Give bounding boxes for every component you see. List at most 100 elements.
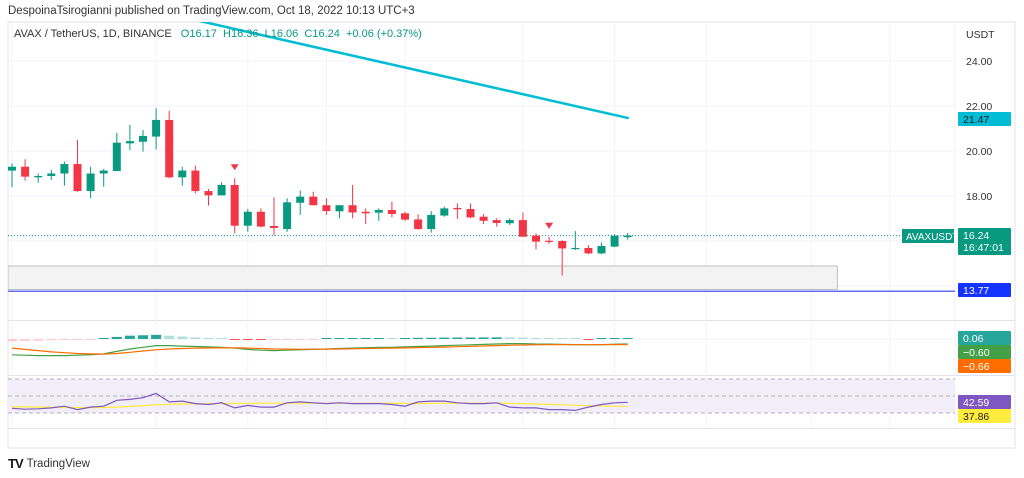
macd-histogram-bar — [413, 337, 424, 339]
macd-histogram-bar — [190, 337, 201, 339]
legend-low: L16.06 — [264, 28, 299, 40]
macd-histogram-bar — [478, 337, 489, 339]
legend-close: C16.24 — [304, 28, 340, 40]
macd-histogram-bar — [295, 339, 306, 340]
candle — [440, 206, 449, 217]
price-axis-unit: USDT — [966, 29, 995, 41]
plot-area — [8, 22, 955, 428]
macd-histogram-bar — [426, 337, 437, 339]
macd-histogram-bar — [347, 338, 358, 339]
symbol-label: AVAXUSDT — [906, 232, 958, 243]
macd-histogram-bar — [72, 339, 83, 340]
candle-body — [152, 119, 161, 137]
macd-histogram-bar — [531, 338, 541, 339]
price-axis-tick: 20.00 — [966, 146, 992, 158]
candle-body — [139, 135, 147, 142]
footer: TV TradingView — [8, 456, 90, 471]
macd-histogram-bar — [609, 338, 620, 339]
macd-histogram-bar — [400, 338, 410, 339]
candle-body — [191, 170, 200, 192]
candle-body — [440, 208, 449, 216]
macd-histogram-bar — [373, 338, 384, 339]
macd-histogram-bar — [504, 337, 515, 339]
macd-value-label: −0.60 — [958, 345, 1011, 359]
rsi-ma-label: 37.86 — [958, 409, 1011, 423]
trendline-price-label-bg — [958, 112, 1011, 126]
macd-histogram-bar — [360, 338, 371, 339]
candle-body — [532, 235, 540, 242]
candle-body — [112, 142, 121, 172]
candle — [283, 198, 292, 232]
candle-body — [322, 205, 331, 212]
candle — [139, 130, 147, 152]
macd-histogram-bar — [491, 337, 502, 339]
candle-body — [571, 247, 580, 250]
candle — [545, 236, 554, 244]
macd-histogram-bar — [557, 338, 568, 339]
rsi-line — [11, 392, 628, 412]
time-axis-label: 10 — [517, 432, 529, 444]
horizontal-line-price-label-bg — [958, 283, 1011, 297]
candle — [256, 208, 265, 228]
candle-body — [479, 216, 488, 221]
horizontal-line-price-label: 13.77 — [958, 283, 1011, 297]
trendline-price-label: 21.47 — [958, 112, 1011, 126]
macd-histogram-bar — [452, 337, 463, 339]
candle-body — [165, 119, 174, 178]
candle-body — [34, 175, 43, 178]
macd-histogram-bar — [46, 339, 57, 341]
candle-body — [414, 219, 423, 230]
candle-body — [86, 173, 95, 192]
candle — [387, 201, 396, 218]
candle — [99, 169, 108, 187]
sell-signal-triangle-icon — [230, 164, 239, 171]
macd-histogram-bar — [59, 339, 70, 341]
candle-body — [270, 225, 278, 228]
last-price-label-text: 16.24 — [963, 230, 989, 242]
candle-body — [584, 247, 593, 254]
candle — [623, 232, 632, 240]
candle — [453, 203, 462, 219]
macd-histogram-bar — [138, 335, 148, 339]
legend-symbol[interactable]: AVAX / TetherUS, 1D, BINANCE — [14, 28, 172, 40]
candle-body — [401, 213, 409, 220]
macd-histogram-bar — [544, 338, 555, 339]
time-axis-label: 25 — [320, 432, 332, 444]
candle-body — [296, 196, 305, 203]
candle — [571, 231, 580, 250]
time-axis: Sep 12 19 25 Oct 10 17 24 Nov 7 — [2, 432, 893, 444]
candle — [479, 214, 488, 224]
chart-frame — [7, 21, 1016, 449]
trendline — [198, 22, 629, 120]
time-axis-label: 12 — [150, 432, 162, 444]
legend-open: O16.17 — [180, 28, 217, 40]
candle-body — [453, 207, 462, 210]
candle — [414, 214, 423, 230]
candle-body — [335, 205, 344, 212]
horizontal-line-price-label-text: 13.77 — [963, 285, 989, 297]
candle — [86, 166, 95, 199]
macd-histogram-bar — [229, 339, 240, 340]
candle-body — [283, 202, 292, 230]
candle — [532, 233, 540, 250]
time-axis-label: 19 — [242, 432, 254, 444]
macd-histogram-label-bg — [958, 331, 1011, 345]
candle — [558, 240, 567, 276]
candle — [112, 132, 121, 172]
macd-histogram-label: 0.06 — [958, 331, 1011, 345]
macd-value-label-text: −0.60 — [963, 347, 990, 359]
candle-body — [230, 184, 239, 226]
macd-histogram-bar — [334, 338, 345, 339]
candle-body — [518, 220, 527, 237]
candle — [217, 182, 226, 196]
macd-histogram-bar — [8, 339, 17, 342]
candle — [165, 110, 174, 179]
candle-body — [178, 170, 187, 178]
macd-histogram-bar — [269, 339, 279, 340]
time-axis-label: 7 — [887, 432, 893, 444]
candle — [34, 173, 43, 183]
macd-histogram-bar — [308, 339, 319, 340]
rsi-value-label: 42.59 — [958, 395, 1011, 409]
macd-signal-label: −0.66 — [958, 359, 1011, 373]
